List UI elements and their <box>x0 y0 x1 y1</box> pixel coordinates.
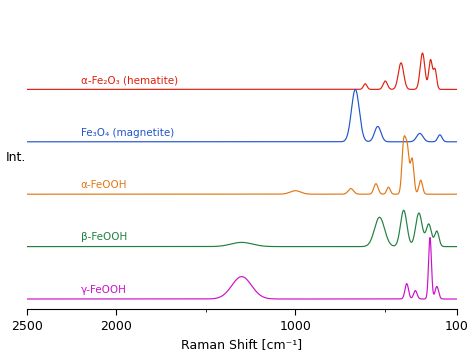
Text: γ-FeOOH: γ-FeOOH <box>81 285 127 295</box>
Y-axis label: Int.: Int. <box>6 151 26 164</box>
Text: Fe₃O₄ (magnetite): Fe₃O₄ (magnetite) <box>81 127 174 137</box>
Text: α-Fe₂O₃ (hematite): α-Fe₂O₃ (hematite) <box>81 75 178 85</box>
Text: α-FeOOH: α-FeOOH <box>81 180 127 190</box>
Text: β-FeOOH: β-FeOOH <box>81 232 127 242</box>
X-axis label: Raman Shift [cm⁻¹]: Raman Shift [cm⁻¹] <box>181 338 302 351</box>
